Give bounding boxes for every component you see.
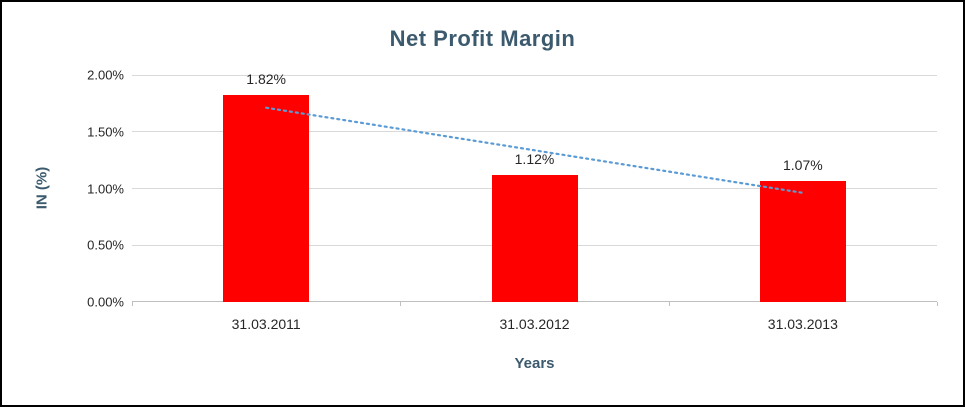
y-tick-label: 0.50%: [87, 237, 124, 253]
data-label: 1.82%: [246, 71, 287, 88]
y-axis-tick-labels: 0.00% 0.50% 1.00% 1.50% 2.00%: [50, 68, 124, 310]
x-axis-tick-labels: 31.03.2011 31.03.2012 31.03.2013: [132, 316, 937, 336]
chart-title: Net Profit Margin: [389, 26, 576, 51]
x-axis-tickmark: [937, 302, 938, 306]
y-tick-label: 0.00%: [87, 294, 124, 310]
bar-series-3: [759, 180, 846, 302]
x-tick-label: 31.03.2011: [231, 316, 301, 332]
y-tick-label: 1.50%: [87, 124, 124, 140]
bar-series-2: [491, 174, 578, 302]
x-tick-label: 31.03.2012: [499, 316, 570, 332]
x-tick-label: 31.03.2013: [767, 316, 838, 332]
data-label: 1.12%: [514, 150, 555, 167]
plot-area: 1.82% 1.12% 1.07%: [132, 71, 938, 306]
data-label: 1.07%: [782, 156, 823, 173]
gridline: [132, 131, 937, 133]
trendline: [265, 106, 804, 194]
x-axis-tickmark: [400, 302, 402, 306]
y-tick-label: 2.00%: [87, 67, 124, 83]
gridline: [132, 74, 937, 76]
y-axis-title: IN (%): [33, 166, 51, 210]
x-axis-tickmark: [132, 302, 133, 306]
x-axis-title: Years: [514, 355, 555, 372]
y-tick-label: 1.00%: [87, 181, 124, 196]
x-axis-tickmark: [668, 302, 670, 306]
bar-series-1: [223, 95, 310, 302]
